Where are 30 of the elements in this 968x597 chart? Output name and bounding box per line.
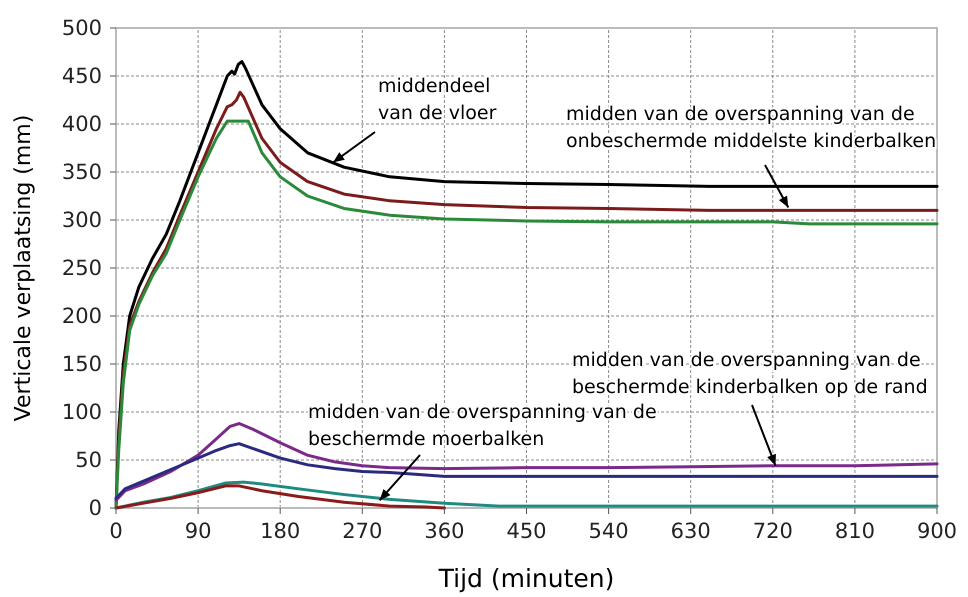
y-tick-label: 300 [62, 208, 102, 232]
x-tick-label: 900 [916, 519, 958, 543]
x-tick-label: 360 [424, 519, 464, 543]
y-tick-label: 450 [62, 64, 102, 88]
y-tick-label: 200 [62, 304, 102, 328]
y-tick-label: 150 [62, 352, 102, 376]
x-tick-label: 90 [184, 519, 212, 543]
annotation: midden van de overspanning van de onbeschermde middelste kinderbalken [566, 103, 936, 152]
line-series [114, 422, 938, 502]
y-tick-label: 250 [62, 256, 102, 280]
x-tick-label: 0 [109, 519, 123, 543]
line-series [114, 484, 446, 510]
y-tick-label: 350 [62, 160, 102, 184]
annotation: middendeel van de vloer [378, 75, 497, 124]
x-tick-label: 540 [588, 519, 629, 543]
annotation: midden van de overspanning van de beschermde kinderbalken op de rand [572, 349, 928, 398]
x-tick-label: 630 [670, 519, 711, 543]
x-tick-label: 270 [342, 519, 382, 543]
y-tick-label: 100 [62, 400, 102, 424]
y-axis-title: Verticale verplaatsing (mm) [11, 114, 36, 422]
annotation: midden van de overspanning van de beschermde moerbalken [308, 401, 657, 450]
x-tick-label: 720 [752, 519, 793, 543]
x-tick-label: 810 [834, 519, 875, 543]
y-tick-label: 0 [88, 496, 102, 520]
x-axis-title: Tijd (minuten) [438, 564, 614, 593]
y-tick-label: 400 [62, 112, 102, 136]
x-tick-label: 450 [506, 519, 547, 543]
y-tick-label: 50 [75, 448, 102, 472]
y-tick-label: 500 [62, 16, 102, 40]
x-tick-label: 180 [260, 519, 300, 543]
